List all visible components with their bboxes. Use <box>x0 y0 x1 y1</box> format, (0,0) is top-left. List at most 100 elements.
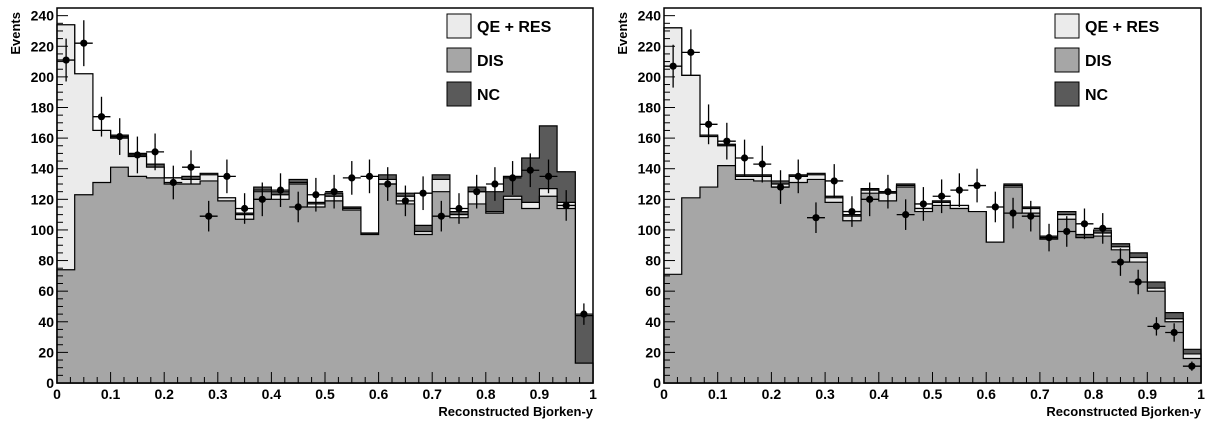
data-point <box>1182 361 1201 371</box>
data-point <box>128 136 147 174</box>
x-tick-label: 0.7 <box>422 386 442 402</box>
x-tick-label: 0.6 <box>369 386 389 402</box>
data-point <box>950 173 969 207</box>
data-marker <box>580 310 588 318</box>
x-axis-label: Reconstructed Bjorken-y <box>1046 404 1201 419</box>
data-marker <box>1027 212 1035 220</box>
data-point <box>450 193 468 224</box>
data-point <box>735 139 754 177</box>
data-marker <box>902 211 910 219</box>
data-marker <box>223 172 231 180</box>
x-tick-label: 0 <box>53 386 61 402</box>
data-point <box>807 202 825 233</box>
data-marker <box>562 201 570 210</box>
data-point <box>1111 248 1130 276</box>
data-marker <box>794 172 802 180</box>
data-point <box>1040 223 1058 252</box>
y-tick-label: 60 <box>38 283 54 299</box>
data-marker <box>133 151 141 159</box>
data-point <box>1165 323 1184 342</box>
y-tick-label: 40 <box>645 314 661 330</box>
data-point <box>164 165 183 200</box>
y-tick-label: 140 <box>638 161 662 177</box>
y-tick-label: 180 <box>31 99 55 115</box>
data-marker <box>473 188 481 196</box>
data-marker <box>848 207 856 216</box>
y-tick-label: 160 <box>31 130 55 146</box>
legend-label-dis: DIS <box>477 53 504 70</box>
x-tick-label: 1 <box>589 386 597 402</box>
data-marker <box>812 214 820 222</box>
y-tick-label: 20 <box>38 344 54 360</box>
data-marker <box>526 166 534 174</box>
y-tick-label: 60 <box>645 283 661 299</box>
y-tick-label: 200 <box>31 69 55 85</box>
x-tick-label: 0.5 <box>923 386 943 402</box>
data-point <box>57 38 76 82</box>
data-marker <box>80 39 88 47</box>
x-tick-label: 0.3 <box>208 386 228 402</box>
x-tick-label: 0.6 <box>976 386 996 402</box>
data-marker <box>704 120 713 128</box>
y-tick-label: 0 <box>46 375 54 391</box>
legend-swatch-dis <box>446 47 472 73</box>
data-point <box>306 177 325 212</box>
x-axis-label: Reconstructed Bjorken-y <box>438 404 593 419</box>
data-marker <box>776 183 785 191</box>
legend-swatch-qe-res <box>1054 13 1080 39</box>
data-marker <box>544 172 553 180</box>
data-marker <box>1170 328 1178 337</box>
data-marker <box>508 174 517 182</box>
data-point <box>1129 269 1148 295</box>
y-tick-label: 160 <box>638 130 662 146</box>
histogram-right: 0 20 40 60 80 100 120 140 160 180 200 220 240 0 0.1 0.2… <box>615 7 1205 419</box>
data-marker <box>205 212 213 220</box>
y-tick-label: 20 <box>645 344 661 360</box>
y-tick-label: 240 <box>638 8 662 24</box>
data-marker <box>830 177 838 185</box>
data-point <box>932 179 951 214</box>
x-tick-label: 0.3 <box>815 386 835 402</box>
y-tick-label: 100 <box>31 222 55 238</box>
x-tick-label: 0.8 <box>1084 386 1104 402</box>
data-marker <box>312 191 320 199</box>
data-marker <box>97 113 106 121</box>
data-point <box>360 159 379 194</box>
data-point <box>557 190 576 221</box>
data-point <box>325 174 344 209</box>
data-marker <box>384 180 392 188</box>
data-point <box>1021 200 1040 232</box>
data-marker <box>1134 278 1142 286</box>
data-point <box>1093 213 1112 244</box>
x-tick-label: 0.4 <box>869 386 889 402</box>
data-marker <box>669 62 677 70</box>
legend-swatch-nc <box>446 81 472 107</box>
y-tick-label: 100 <box>638 222 662 238</box>
data-point <box>432 200 451 232</box>
data-point <box>914 187 933 221</box>
data-marker <box>62 56 70 64</box>
x-tick-label: 0.1 <box>101 386 121 402</box>
data-point <box>92 96 111 137</box>
y-axis-label: Events <box>8 12 23 55</box>
data-point <box>1004 197 1023 229</box>
y-tick-label: 200 <box>638 69 662 85</box>
legend-swatch-dis <box>1054 47 1080 73</box>
data-marker <box>276 186 285 194</box>
data-point <box>1057 216 1076 247</box>
data-marker <box>866 195 874 203</box>
data-marker <box>365 172 374 180</box>
data-point <box>199 200 218 232</box>
data-point <box>182 150 200 185</box>
data-point <box>771 170 790 204</box>
data-marker <box>348 174 356 182</box>
data-point <box>146 133 165 171</box>
data-point <box>414 176 433 211</box>
data-marker <box>1188 362 1196 370</box>
data-point <box>896 199 915 230</box>
y-tick-label: 120 <box>31 191 55 207</box>
legend-label-dis: DIS <box>1085 53 1112 70</box>
data-marker <box>1116 258 1125 266</box>
data-point <box>1147 317 1166 336</box>
